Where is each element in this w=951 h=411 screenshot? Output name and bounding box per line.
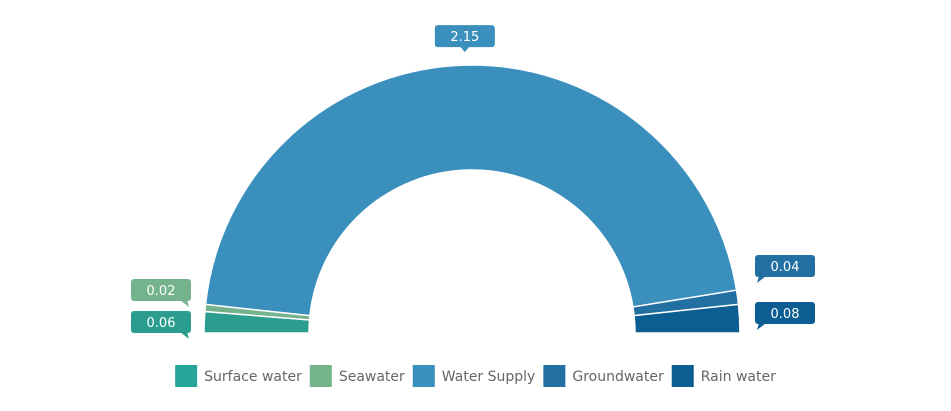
data-label-groundwater: 0.04 — [755, 255, 815, 283]
legend-item-rain-water[interactable]: Rain water — [671, 365, 776, 387]
data-label-surface-water: 0.06 — [131, 311, 191, 339]
legend-label: Rain water — [701, 369, 776, 385]
legend-label: Seawater — [339, 369, 405, 385]
data-label-rain-water: 0.08 — [755, 302, 815, 330]
slice-rain-water[interactable] — [633, 303, 741, 334]
legend-item-seawater[interactable]: Seawater — [309, 365, 405, 387]
legend-swatch — [412, 365, 435, 387]
legend-swatch — [175, 365, 198, 387]
legend-label: Groundwater — [572, 369, 664, 385]
slices — [203, 64, 741, 334]
legend-swatch — [309, 365, 332, 387]
data-label-seawater: 0.02 — [131, 279, 191, 307]
data-label-text: 0.04 — [771, 260, 800, 275]
legend-label: Surface water — [204, 369, 302, 385]
legend-swatch — [671, 365, 694, 387]
legend-label: Water Supply — [442, 369, 536, 385]
data-label-text: 2.15 — [450, 30, 479, 45]
legend-swatch — [543, 365, 566, 387]
data-label-water-supply: 2.15 — [434, 25, 495, 53]
legend-item-groundwater[interactable]: Groundwater — [543, 365, 664, 387]
legend: Surface water Seawater Water Supply Groundw… — [175, 365, 776, 387]
data-labels: 0.06 0.02 2.15 0.04 0.08 — [131, 25, 815, 339]
legend-item-surface-water[interactable]: Surface water — [175, 365, 302, 387]
legend-item-water-supply[interactable]: Water Supply — [412, 365, 536, 387]
data-label-text: 0.06 — [147, 316, 176, 331]
data-label-text: 0.08 — [771, 307, 800, 322]
data-label-text: 0.02 — [147, 284, 176, 299]
slice-water-supply[interactable] — [204, 64, 738, 317]
